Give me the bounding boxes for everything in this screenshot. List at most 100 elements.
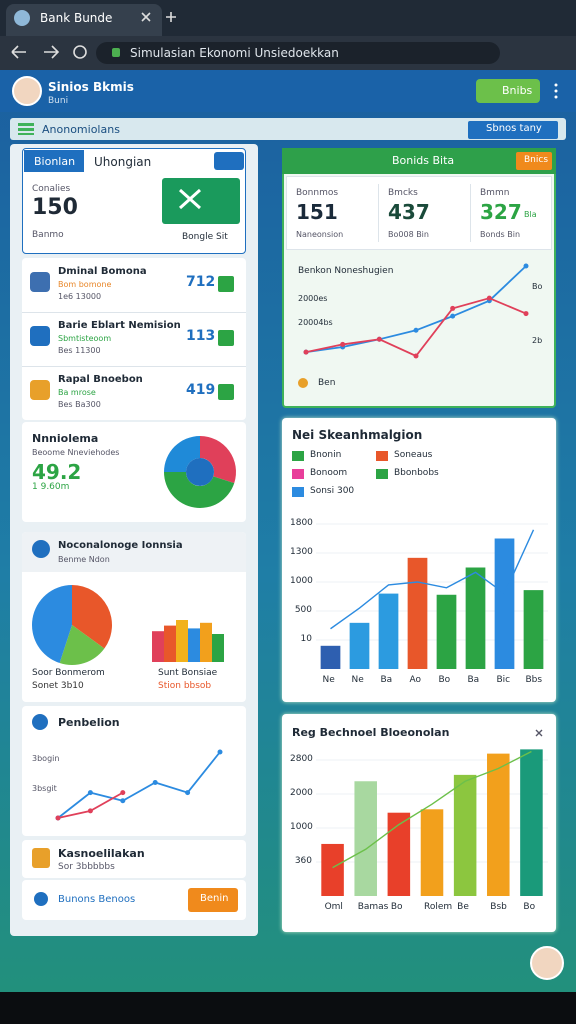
stat-value: 327 (480, 200, 522, 224)
user-role: Buni (48, 96, 69, 106)
card-subtitle: Beoome Nneviehodes (32, 448, 120, 457)
filter-dropdown[interactable] (468, 121, 558, 139)
x-tick-label: Bo (390, 902, 403, 912)
item-check[interactable] (218, 384, 234, 400)
item-status: Ba mrose (58, 388, 96, 397)
image-caption: Bongle Sit (182, 232, 228, 242)
caption-value: Stion bbsob (158, 681, 212, 691)
account-title: Kasnoelilakan (58, 847, 145, 860)
y-tick-label: 1800 (290, 518, 313, 528)
overview-header (282, 148, 556, 174)
item-check[interactable] (218, 330, 234, 346)
legend-swatch (292, 451, 304, 461)
tab-label[interactable]: Uhongian (94, 155, 152, 169)
stat-label: Bonnmos (296, 188, 339, 198)
trend-icon (32, 714, 48, 730)
y-tick-label: 360 (294, 856, 312, 866)
axis-label: 20004bs (298, 318, 333, 327)
separator (22, 312, 246, 313)
item-icon (30, 272, 50, 292)
tab-icon (14, 10, 30, 26)
legend-label: Bonoom (310, 468, 348, 478)
toolbar-icon (18, 123, 34, 135)
card-title: Noconalonoge Ionnsia (58, 540, 183, 551)
axis-label: 3bsgit (32, 784, 57, 793)
x-tick-label: Bo (523, 902, 536, 912)
stat-unit: Bla (524, 210, 537, 219)
item-value: 419 (186, 382, 216, 398)
item-amount: Bes 11300 (58, 346, 101, 355)
summary-value: 150 (32, 195, 78, 220)
caption-value: Sonet 3b10 (32, 681, 84, 691)
legend-swatch (292, 487, 304, 497)
x-tick-label: Oml (324, 902, 343, 912)
filter-label[interactable]: Sbnos tany (486, 123, 542, 134)
y-tick-label: 2000 (290, 788, 313, 798)
stat-sub: Bo008 Bin (388, 230, 429, 239)
action-button[interactable] (476, 79, 540, 103)
tab-label[interactable]: Bionlan (34, 155, 76, 168)
x-tick-label: Ba (467, 675, 480, 685)
item-value: 712 (186, 274, 216, 290)
card-title: Penbelion (58, 716, 120, 729)
footer-icon (34, 892, 48, 906)
axis-label: 3bogin (32, 754, 60, 763)
user-name: Sinios Bkmis (48, 80, 134, 94)
item-title: Dminal Bomona (58, 266, 147, 277)
user-avatar (12, 76, 42, 106)
x-tick-label: Ne (351, 675, 364, 685)
legend-swatch (376, 469, 388, 479)
item-status: Bom bomone (58, 280, 112, 289)
tab-title[interactable]: Bank Bunde (40, 11, 113, 25)
footer-link[interactable]: Bunons Benoos (58, 894, 136, 905)
stat-label: Bmcks (388, 188, 418, 198)
footer-button-label[interactable]: Benin (200, 893, 229, 904)
item-title: Rapal Bnoebon (58, 374, 143, 385)
tab-active[interactable] (24, 150, 84, 172)
y-tick-label: 1000 (290, 576, 313, 586)
legend-label: Bbonbobs (394, 468, 439, 478)
taskbar (0, 992, 576, 1024)
stat-sub: Bonds Bin (480, 230, 521, 239)
chart-title: Benkon Noneshugien (298, 266, 394, 276)
overview-button[interactable] (516, 152, 552, 170)
legend-swatch (292, 469, 304, 479)
legend-label: Bnonin (310, 450, 342, 460)
tab[interactable] (6, 4, 162, 36)
stat-divider (378, 184, 379, 242)
x-tick-label: Bic (496, 675, 511, 685)
stat-divider (470, 184, 471, 242)
x-tick-label: Bo (438, 675, 451, 685)
x-tick-label: Ne (322, 675, 335, 685)
url-field[interactable] (96, 42, 500, 64)
url-text[interactable]: Simulasian Ekonomi Unsiedoekkan (130, 46, 339, 60)
button-label[interactable]: Bnics (524, 155, 549, 165)
x-tick-label: Ao (409, 675, 422, 685)
item-icon (30, 380, 50, 400)
breakdown-header (22, 532, 246, 572)
card-subtitle: Benme Ndon (58, 555, 110, 564)
trend-card (22, 706, 246, 836)
summary-image (162, 178, 240, 224)
x-tick-label: Bsb (490, 902, 507, 912)
legend-label: Ben (318, 378, 336, 388)
action-button-label[interactable]: Bnibs (502, 84, 533, 97)
donut-value: 49.2 (32, 460, 82, 484)
stats-panel (286, 176, 552, 250)
axis-label: 2b (532, 336, 543, 345)
separator (22, 366, 246, 367)
caption-label: Sunt Bonsiae (158, 668, 218, 678)
footer-button[interactable] (188, 888, 238, 912)
stat-value: 151 (296, 200, 338, 224)
x-tick-label: Bbs (525, 675, 543, 685)
breakdown-icon (32, 540, 50, 558)
x-tick-label: Bamas (357, 902, 389, 912)
summary-button[interactable] (214, 152, 244, 170)
growth-card (282, 714, 556, 932)
item-check[interactable] (218, 276, 234, 292)
legend-dot (298, 378, 308, 388)
item-amount: Bes Ba300 (58, 400, 101, 409)
x-tick-label: Be (457, 902, 469, 912)
axis-label: 2000es (298, 294, 328, 303)
